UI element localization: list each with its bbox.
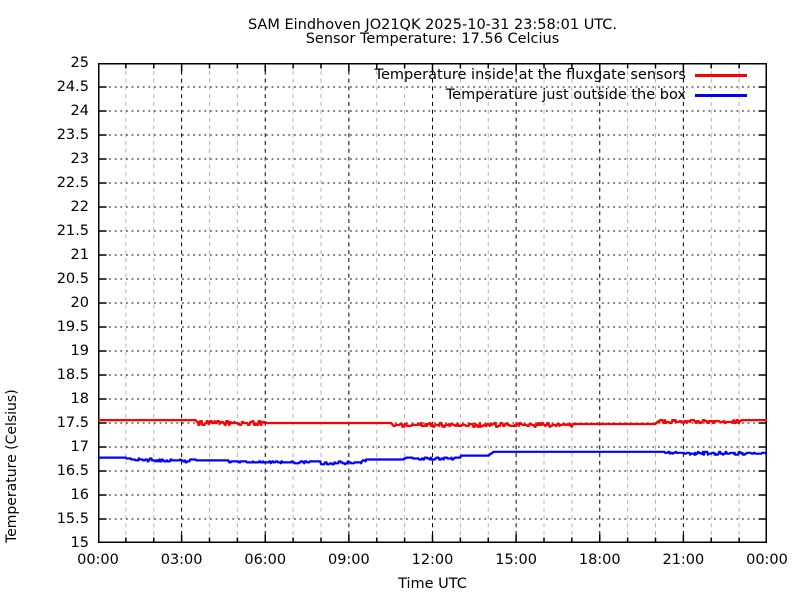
y-tick-label-16: 16 bbox=[70, 487, 89, 503]
y-tick-label-19.5: 19.5 bbox=[56, 319, 89, 335]
y-tick-label-22: 22 bbox=[70, 199, 89, 215]
x-tick-label-2: 06:00 bbox=[244, 552, 287, 568]
x-tick-label-3: 09:00 bbox=[327, 552, 370, 568]
x-axis-label: Time UTC bbox=[398, 576, 467, 592]
y-tick-label-19: 19 bbox=[70, 343, 89, 359]
y-tick-label-15.5: 15.5 bbox=[56, 511, 89, 527]
plot-area bbox=[98, 63, 767, 543]
y-tick-label-17.5: 17.5 bbox=[56, 415, 89, 431]
y-tick-label-20: 20 bbox=[70, 295, 89, 311]
y-tick-label-23: 23 bbox=[70, 151, 89, 167]
x-tick-label-8: 00:00 bbox=[746, 552, 788, 568]
plot-border bbox=[98, 63, 767, 543]
chart-subtitle: Sensor Temperature: 17.56 Celcius bbox=[305, 31, 560, 47]
y-tick-label-24: 24 bbox=[70, 103, 89, 119]
y-tick-label-21: 21 bbox=[70, 247, 89, 263]
x-tick-label-7: 21:00 bbox=[662, 552, 705, 568]
y-tick-label-18: 18 bbox=[70, 391, 89, 407]
legend: Temperature inside at the fluxgate senso… bbox=[98, 65, 747, 105]
y-tick-label-24.5: 24.5 bbox=[56, 79, 89, 95]
legend-item-outside-box: Temperature just outside the box bbox=[98, 85, 747, 105]
legend-line-sample-red bbox=[695, 73, 747, 77]
x-tick-label-5: 15:00 bbox=[495, 552, 538, 568]
legend-item-inside-sensors: Temperature inside at the fluxgate senso… bbox=[98, 65, 747, 85]
y-tick-label-17: 17 bbox=[70, 439, 89, 455]
y-tick-label-15: 15 bbox=[70, 535, 89, 551]
y-tick-label-20.5: 20.5 bbox=[56, 271, 89, 287]
x-tick-label-4: 12:00 bbox=[411, 552, 454, 568]
y-tick-label-18.5: 18.5 bbox=[56, 367, 89, 383]
y-tick-label-23.5: 23.5 bbox=[56, 127, 89, 143]
x-tick-label-6: 18:00 bbox=[578, 552, 621, 568]
y-tick-label-25: 25 bbox=[70, 55, 89, 71]
legend-line-sample-blue bbox=[695, 93, 747, 97]
y-tick-label-22.5: 22.5 bbox=[56, 175, 89, 191]
legend-label-inside-sensors: Temperature inside at the fluxgate senso… bbox=[374, 67, 686, 83]
x-tick-label-0: 00:00 bbox=[77, 552, 119, 568]
x-tick-label-1: 03:00 bbox=[160, 552, 203, 568]
y-tick-label-16.5: 16.5 bbox=[56, 463, 89, 479]
series-line-inside-red bbox=[98, 419, 767, 428]
series-line-outside-blue bbox=[98, 450, 767, 466]
chart-title: SAM Eindhoven JO21QK 2025-10-31 23:58:01… bbox=[247, 17, 618, 33]
legend-label-outside-box: Temperature just outside the box bbox=[445, 87, 686, 103]
y-tick-label-21.5: 21.5 bbox=[56, 223, 89, 239]
